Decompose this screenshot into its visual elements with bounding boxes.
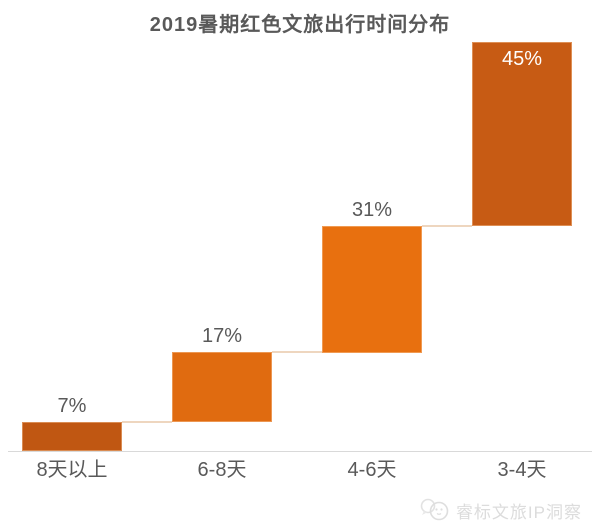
bar-4-6天 (322, 226, 422, 353)
bar-8天以上 (22, 422, 122, 451)
category-label-4-6天: 4-6天 (347, 459, 397, 481)
connector-line (122, 421, 172, 423)
watermark-text: 睿标文旅IP洞察 (455, 502, 582, 522)
bar-3-4天 (472, 42, 572, 226)
connector-line (422, 225, 472, 227)
chat-bubbles-logo-icon (420, 498, 449, 521)
bar-6-8天 (172, 352, 272, 422)
category-label-3-4天: 3-4天 (497, 459, 547, 481)
category-label-8天以上: 8天以上 (36, 459, 108, 481)
value-label-4-6天: 31% (351, 199, 393, 221)
connector-line (272, 351, 322, 353)
category-label-6-8天: 6-8天 (197, 459, 247, 481)
x-axis-line (8, 451, 592, 452)
value-label-8天以上: 7% (57, 395, 87, 417)
watermark: 睿标文旅IP洞察 (418, 497, 582, 523)
value-label-3-4天: 45% (501, 48, 543, 70)
chart-title: 2019暑期红色文旅出行时间分布 (149, 14, 451, 36)
value-label-6-8天: 17% (201, 325, 243, 347)
